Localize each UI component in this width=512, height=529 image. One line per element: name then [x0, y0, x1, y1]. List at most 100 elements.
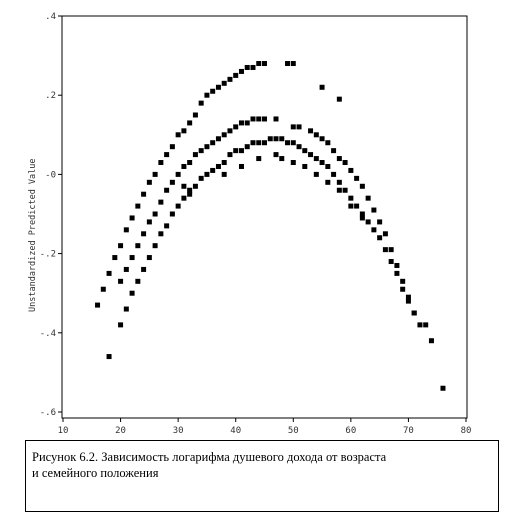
data-point — [296, 124, 302, 130]
data-point — [175, 171, 181, 177]
data-point — [238, 120, 244, 126]
x-tick-label: 30 — [173, 426, 184, 436]
data-point — [273, 116, 279, 122]
data-point — [400, 278, 406, 284]
data-point — [192, 152, 198, 158]
data-point — [290, 61, 296, 67]
data-point — [377, 235, 383, 241]
data-point — [302, 163, 308, 169]
data-point — [204, 144, 210, 150]
data-point — [118, 278, 124, 284]
data-point — [262, 140, 267, 146]
data-point — [187, 187, 193, 193]
data-point — [181, 195, 187, 201]
data-point — [382, 231, 388, 237]
x-tick-label: 10 — [58, 426, 69, 436]
data-point — [354, 203, 360, 209]
data-point — [359, 211, 365, 217]
data-point — [238, 68, 244, 74]
data-point — [204, 92, 210, 98]
data-point — [181, 183, 187, 189]
data-point — [348, 195, 354, 201]
data-point — [440, 385, 446, 391]
data-point — [336, 187, 342, 193]
data-point — [405, 294, 411, 300]
x-tick-label: 20 — [115, 426, 126, 436]
data-point — [256, 156, 262, 162]
y-tick-label: -0 — [45, 170, 56, 180]
data-point — [382, 247, 388, 253]
data-point — [285, 140, 291, 146]
data-point — [423, 322, 429, 328]
y-tick-label: -.4 — [40, 329, 56, 339]
data-point — [244, 144, 250, 150]
data-point — [388, 259, 394, 265]
data-point — [411, 310, 417, 316]
data-point — [135, 278, 141, 284]
data-point — [290, 160, 296, 166]
data-point — [192, 183, 198, 189]
data-point — [313, 171, 319, 177]
data-point — [262, 61, 267, 67]
data-point — [227, 76, 233, 82]
data-point — [238, 148, 244, 154]
data-point — [290, 124, 296, 130]
plot-frame — [61, 15, 468, 419]
data-point — [342, 187, 348, 193]
data-point — [146, 219, 152, 225]
data-point — [123, 266, 129, 272]
data-point — [233, 124, 239, 130]
data-point — [198, 100, 204, 106]
data-point — [181, 163, 187, 169]
data-point — [169, 179, 175, 185]
data-point — [158, 231, 164, 237]
data-point — [417, 322, 423, 328]
data-point — [181, 128, 187, 134]
data-point — [296, 144, 302, 150]
data-point — [215, 163, 221, 169]
data-point — [302, 148, 308, 154]
data-point — [118, 243, 124, 249]
data-point — [290, 140, 296, 146]
caption-line-2: и семейного положения — [32, 466, 159, 480]
data-point — [129, 215, 135, 221]
x-tick-label: 40 — [230, 426, 241, 436]
data-point — [319, 136, 325, 142]
data-point — [331, 171, 337, 177]
x-tick-label: 70 — [403, 426, 414, 436]
data-point — [308, 128, 314, 134]
data-point — [204, 171, 210, 177]
data-point — [336, 179, 342, 185]
data-point — [313, 156, 319, 162]
data-point — [273, 136, 279, 142]
data-point — [164, 187, 170, 193]
y-axis-title: Unstandardized Predicted Value — [28, 158, 38, 312]
data-point — [210, 88, 216, 94]
data-point — [285, 61, 291, 67]
data-point — [359, 215, 365, 221]
data-point — [221, 160, 227, 166]
data-point — [187, 120, 193, 126]
x-tick-label: 80 — [461, 426, 472, 436]
data-point — [135, 203, 141, 209]
data-point — [348, 203, 354, 209]
data-point — [238, 163, 244, 169]
data-point — [325, 179, 331, 185]
data-point — [175, 132, 181, 138]
scatter-chart: .4 .2 -0 -.2 -.4 -.6 10 20 30 40 50 60 70 80 Unstand… — [28, 12, 472, 436]
y-tick-label: -.2 — [40, 250, 56, 260]
data-point — [233, 72, 239, 78]
data-point — [221, 132, 227, 138]
data-point — [152, 243, 158, 249]
data-point — [256, 116, 262, 122]
data-point — [112, 255, 118, 261]
data-point — [210, 140, 216, 146]
data-point — [388, 247, 394, 253]
data-point — [365, 219, 371, 225]
x-tick-label: 60 — [345, 426, 356, 436]
data-point — [187, 160, 193, 166]
data-point — [215, 84, 221, 90]
data-point — [348, 167, 354, 173]
data-point — [319, 84, 325, 90]
data-point — [319, 160, 325, 166]
